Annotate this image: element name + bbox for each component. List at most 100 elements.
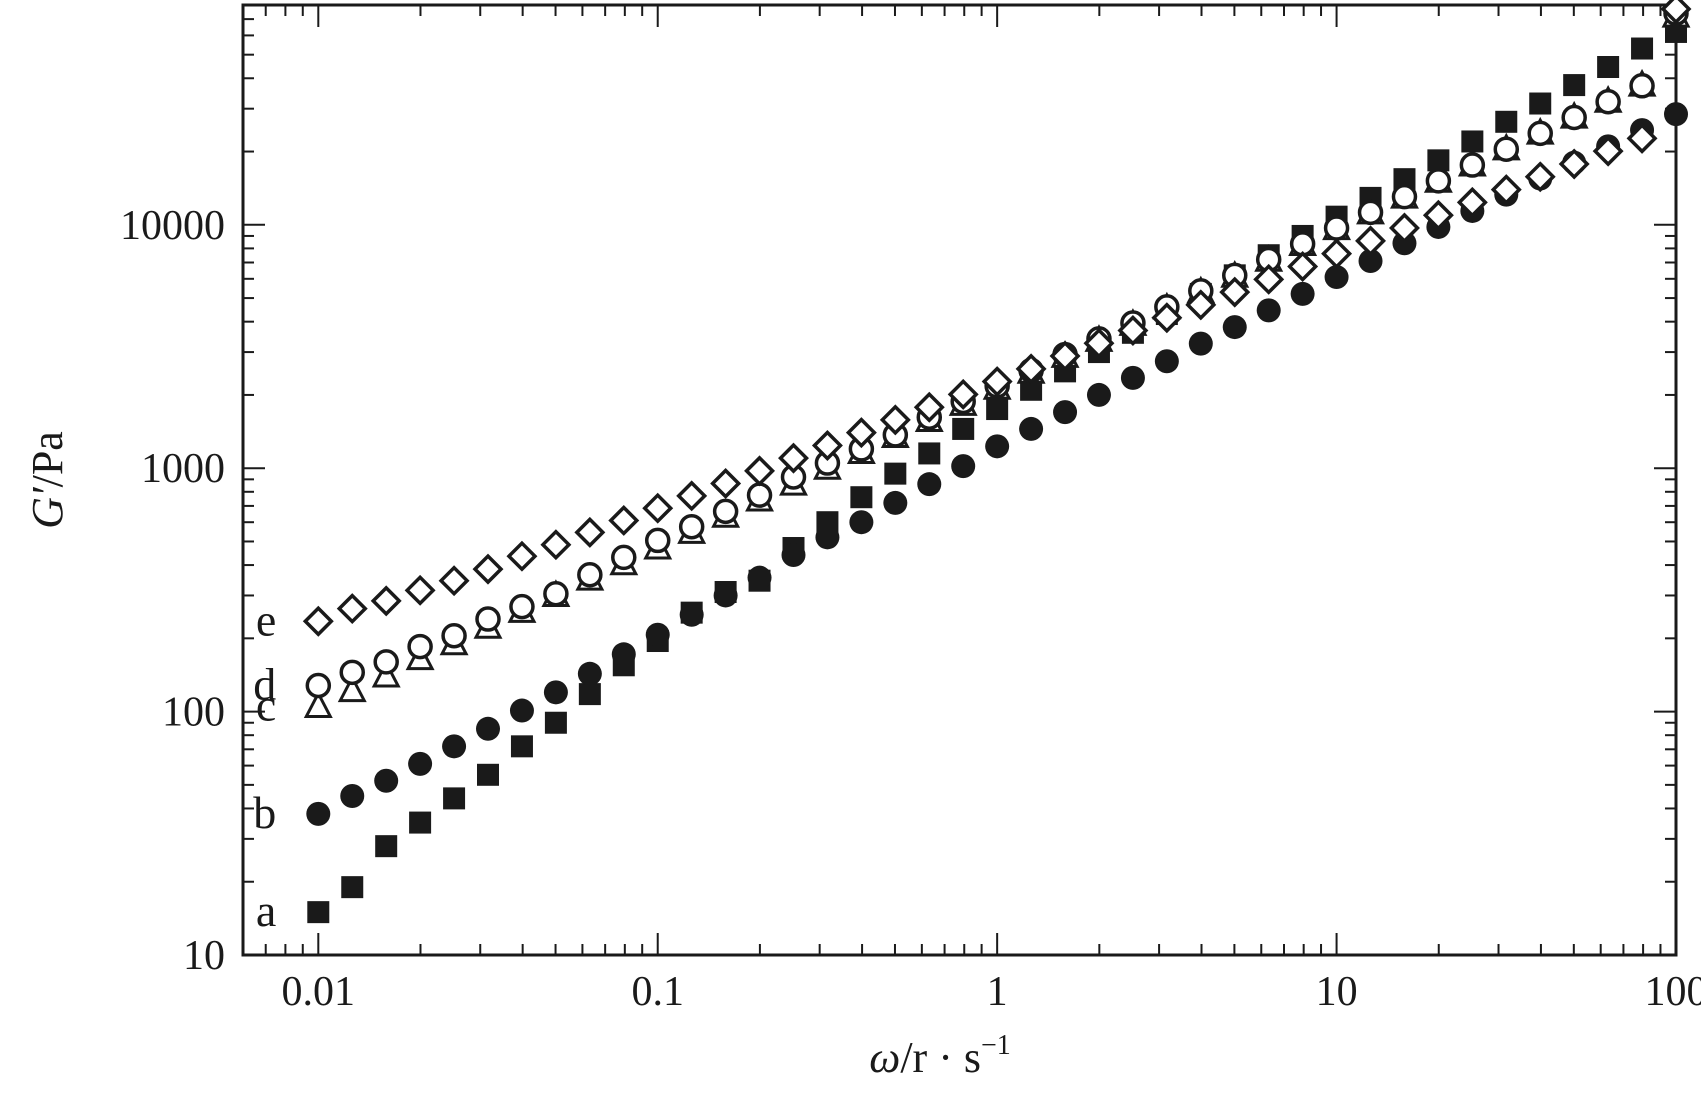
series-b-point — [645, 622, 670, 647]
series-d-point — [509, 593, 535, 620]
series-a-point — [1393, 168, 1416, 191]
series-a-point — [1597, 56, 1620, 79]
series-d-point — [644, 527, 671, 554]
series-d-point — [577, 561, 603, 588]
y-axis-ticks — [243, 4, 1676, 956]
series-d-point — [407, 633, 433, 660]
series-a-point — [918, 442, 941, 465]
series-a-point — [409, 811, 432, 834]
series-b-point — [1188, 331, 1213, 356]
series-e-point — [1219, 276, 1251, 308]
series-b-point — [1120, 365, 1145, 390]
series-e-point — [744, 455, 776, 487]
series-e-point — [1660, 0, 1692, 25]
series-d-point — [1459, 152, 1486, 178]
series-e-point — [1049, 340, 1081, 372]
y-tick-label: 10000 — [120, 203, 225, 249]
series-b-point — [543, 680, 568, 705]
series-e-point — [1151, 302, 1183, 334]
series-d-point — [543, 580, 569, 607]
series-e-point — [981, 366, 1013, 398]
series-e-point — [676, 480, 708, 512]
x-axis-tick-labels: 0.01 0.1 1 10 100 — [282, 969, 1701, 1015]
series-e-point — [1321, 238, 1353, 270]
series-e-point — [1422, 199, 1454, 231]
series-b-point — [883, 490, 908, 515]
series-a-point — [1495, 110, 1518, 133]
series-d-point — [1493, 136, 1520, 162]
y-tick-label: 10 — [183, 933, 225, 979]
series-b-point — [611, 642, 636, 667]
series-d-point — [441, 622, 467, 649]
series-b-point — [1086, 382, 1111, 407]
series-e-point — [1626, 122, 1658, 154]
series-c-point — [303, 690, 333, 718]
series-e-point — [1287, 251, 1319, 282]
series-e-point — [370, 585, 402, 617]
series-b-point — [476, 716, 501, 741]
series-e-point — [336, 593, 368, 625]
y-axis-tick-labels: 10 100 1000 10000 — [120, 203, 225, 979]
series-a-point — [341, 876, 364, 899]
series-d-point — [1629, 73, 1655, 99]
series-e-point — [1490, 174, 1522, 206]
series-e-label: e — [256, 594, 276, 645]
series-d-point — [373, 649, 399, 675]
series-a-point — [510, 735, 533, 758]
series-labels: ab cde — [253, 594, 276, 936]
series-d-point — [1391, 183, 1418, 210]
series-e-point — [1524, 161, 1556, 193]
series-d-point — [678, 513, 705, 540]
series-d-point — [1595, 88, 1621, 115]
series-b-point — [509, 698, 534, 723]
series-b-point — [408, 751, 433, 776]
series-e-point — [574, 516, 606, 548]
series-c-point — [337, 674, 367, 703]
series-b-point — [442, 734, 467, 759]
x-tick-label: 1 — [987, 969, 1008, 1015]
series-e-point — [1456, 186, 1488, 218]
series-d-point — [1357, 199, 1384, 226]
x-axis-exponent: −1 — [981, 1030, 1011, 1061]
series-b-point — [1222, 315, 1247, 340]
series-b-point — [306, 801, 331, 826]
series-b-point — [1664, 102, 1688, 127]
series-b-point — [1053, 400, 1078, 425]
series-a-point — [544, 711, 567, 734]
series-e-point — [710, 468, 742, 500]
series-d-point — [305, 672, 332, 699]
x-axis-unit: /r · s — [900, 1033, 981, 1082]
series-b-label: b — [253, 787, 276, 838]
series-b-point — [1019, 416, 1044, 441]
series-b-point — [849, 510, 874, 535]
series-e-point — [1015, 353, 1047, 385]
x-axis-label: ω/r · s−1 — [869, 1030, 1011, 1082]
x-tick-label: 0.1 — [631, 969, 684, 1015]
series-e-point — [472, 553, 504, 585]
series-b-point — [781, 542, 806, 567]
y-tick-label: 100 — [162, 690, 225, 736]
x-axis-symbol: ω — [869, 1033, 900, 1082]
series-d-point — [1527, 120, 1553, 147]
series-b-point — [917, 472, 942, 497]
series-d-point — [712, 498, 739, 525]
series-a-point — [1529, 92, 1552, 115]
series-d-point — [611, 544, 637, 571]
series-a-point — [1427, 149, 1450, 172]
y-axis-symbol: G′ — [23, 486, 72, 529]
series-e-point — [540, 529, 572, 561]
series-e-point — [1355, 225, 1387, 257]
series-e-point — [1253, 263, 1285, 295]
x-tick-label: 10 — [1316, 969, 1358, 1015]
series-e-point — [811, 429, 843, 461]
plot-frame — [241, 3, 1678, 957]
series-b-point — [1290, 281, 1315, 306]
series-b-point — [815, 525, 840, 550]
series-e-point — [608, 504, 640, 536]
series-a-point — [375, 835, 398, 858]
series-b-point — [951, 454, 976, 479]
series-a-point — [477, 763, 500, 786]
series-a-point — [578, 683, 601, 706]
series-b-point — [1154, 349, 1179, 374]
y-axis-label: G′/Pa — [23, 431, 72, 529]
